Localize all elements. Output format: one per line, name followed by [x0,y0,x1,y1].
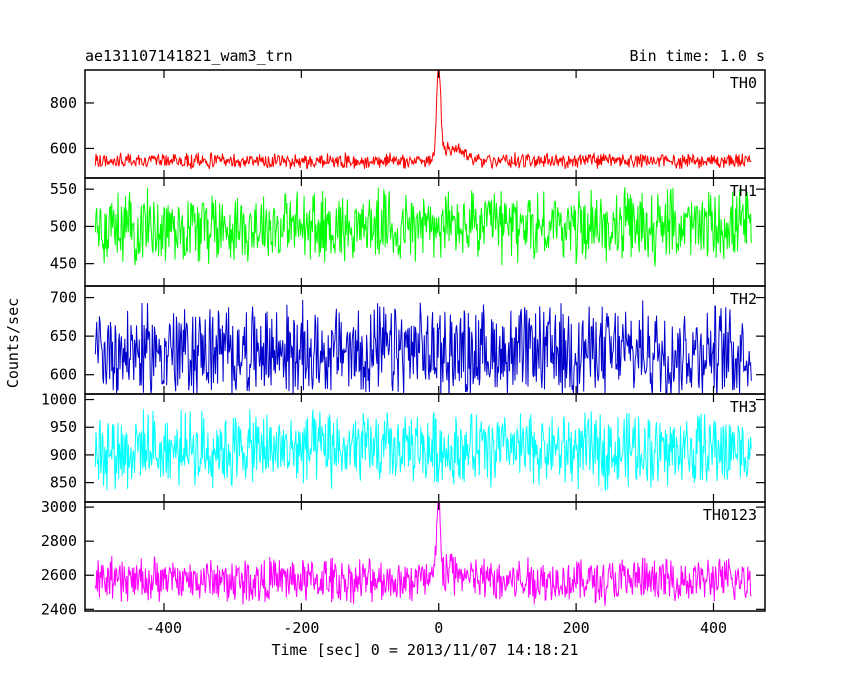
y-tick-label-th2: 700 [50,289,77,307]
series-line-th2 [94,299,752,394]
x-tick-label: -200 [283,619,319,637]
panel-label-th1: TH1 [730,182,757,200]
panels-group: 600 800 TH0 450 500 550 TH1 600 650 700 TH2 850 900 9… [41,69,766,637]
y-tick-label-th0123: 3000 [41,498,77,516]
series-line-th0123 [94,502,752,606]
panel-label-th0: TH0 [730,74,757,92]
x-tick-label: -400 [146,619,182,637]
panel-label-th3: TH3 [730,398,757,416]
bin-time-label: Bin time: 1.0 s [630,47,765,65]
x-tick-label: 400 [700,619,727,637]
panel-label-th0123: TH0123 [703,506,757,524]
y-tick-label-th2: 650 [50,327,77,345]
y-tick-label-th0123: 2800 [41,532,77,550]
y-tick-label-th0123: 2400 [41,600,77,618]
y-tick-label-th0: 600 [50,139,77,157]
panel-frame-th2 [84,285,766,395]
y-tick-label-th0123: 2600 [41,566,77,584]
y-tick-label-th0: 800 [50,94,77,112]
x-tick-label: 200 [563,619,590,637]
series-line-th3 [94,409,752,491]
x-axis-label: Time [sec] 0 = 2013/11/07 14:18:21 [271,641,578,659]
y-axis-label: Counts/sec [4,298,22,388]
panel-label-th2: TH2 [730,290,757,308]
y-tick-label-th1: 450 [50,255,77,273]
series-line-th0 [94,70,752,170]
panel-frame-th0123 [84,501,766,612]
y-tick-label-th3: 900 [50,446,77,464]
y-tick-label-th1: 550 [50,180,77,198]
series-line-th1 [94,187,752,267]
x-tick-label: 0 [434,619,443,637]
y-tick-label-th3: 950 [50,418,77,436]
y-tick-label-th1: 500 [50,217,77,235]
y-tick-label-th3: 850 [50,474,77,492]
y-tick-label-th3: 1000 [41,391,77,409]
y-tick-label-th2: 600 [50,366,77,384]
chart-title: ae131107141821_wam3_trn [85,47,293,65]
